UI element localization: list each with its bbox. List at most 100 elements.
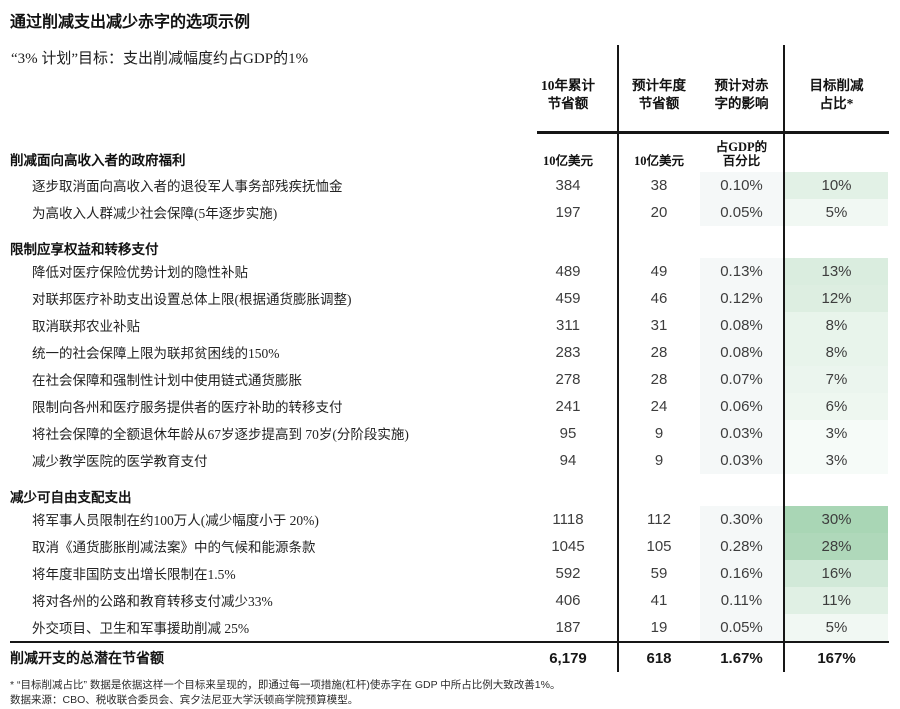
row-label: 外交项目、卫生和军事援助削减 25%	[32, 621, 250, 636]
cell-target-share: 12%	[785, 284, 888, 312]
row-label: 将对各州的公路和教育转移支付减少33%	[32, 594, 273, 609]
cell-10yr-savings: 384	[555, 176, 581, 194]
unit-label-2: 10亿美元	[633, 154, 684, 169]
unit-label-1: 10亿美元	[542, 154, 593, 169]
cell-10yr-savings: 94	[559, 451, 577, 469]
table-row: 将军事人员限制在约100万人(减少幅度小于 20%) 1118 112 0.30% 30…	[10, 505, 888, 533]
total-rule	[10, 640, 889, 643]
cell-10yr-savings: 95	[559, 424, 577, 442]
cell-10yr-savings: 197	[555, 203, 581, 221]
section-header-label: 减少可自由支配支出	[10, 489, 132, 505]
cell-target-share: 5%	[785, 198, 888, 226]
table-row: 在社会保障和强制性计划中使用链式通货膨胀 278 28 0.07% 7%	[10, 365, 888, 393]
row-label: 将军事人员限制在约100万人(减少幅度小于 20%)	[32, 513, 319, 528]
cell-target-share: 7%	[785, 365, 888, 393]
table-row: 将年度非国防支出增长限制在1.5% 592 59 0.16% 16%	[10, 559, 888, 587]
table-row: 将社会保障的全额退休年龄从67岁逐步提高到 70岁(分阶段实施) 95 9 0.03%…	[10, 419, 888, 447]
cell-deficit-impact: 0.08%	[700, 338, 783, 366]
cell-annual-savings: 28	[650, 343, 668, 361]
table-row: 取消联邦农业补贴 311 31 0.08% 8%	[10, 311, 888, 339]
cell-10yr-savings: 1118	[552, 510, 584, 528]
cell-10yr-savings: 6,179	[549, 649, 587, 667]
cell-10yr-savings: 241	[555, 397, 581, 415]
row-label: 在社会保障和强制性计划中使用链式通货膨胀	[32, 373, 302, 388]
cell-deficit-impact: 0.05%	[700, 198, 783, 226]
cell-target-share: 3%	[785, 419, 888, 447]
cell-target-share: 8%	[785, 338, 888, 366]
header-spacer	[10, 62, 518, 128]
cell-annual-savings: 59	[650, 564, 668, 582]
cell-deficit-impact: 0.03%	[700, 446, 783, 474]
table-row: 逐步取消面向高收入者的退役军人事务部残疾抚恤金 384 38 0.10% 10%	[10, 171, 888, 199]
row-label: 逐步取消面向高收入者的退役军人事务部残疾抚恤金	[32, 179, 343, 194]
cell-annual-savings: 20	[650, 203, 668, 221]
cell-10yr-savings: 592	[555, 564, 581, 582]
column-header-4: 目标削减 占比*	[809, 77, 864, 111]
cell-annual-savings: 24	[650, 397, 668, 415]
table-row: 统一的社会保障上限为联邦贫困线的150% 283 28 0.08% 8%	[10, 338, 888, 366]
cell-deficit-impact: 1.67%	[720, 649, 763, 667]
cell-annual-savings: 9	[654, 424, 664, 442]
cell-10yr-savings: 489	[555, 262, 581, 280]
row-label: 限制向各州和医疗服务提供者的医疗补助的转移支付	[32, 400, 343, 415]
row-label: 对联邦医疗补助支出设置总体上限(根据通货膨胀调整)	[32, 292, 352, 307]
cell-annual-savings: 9	[654, 451, 664, 469]
section-header-label: 削减面向高收入者的政府福利	[10, 152, 186, 168]
cell-deficit-impact: 0.11%	[700, 586, 783, 614]
table-row: 降低对医疗保险优势计划的隐性补贴 489 49 0.13% 13%	[10, 257, 888, 285]
column-header-3: 预计对赤 字的影响	[714, 77, 769, 111]
cell-10yr-savings: 187	[555, 618, 581, 636]
cell-deficit-impact: 0.13%	[700, 257, 783, 285]
section-header-label: 限制应享权益和转移支付	[10, 241, 159, 257]
cell-deficit-impact: 0.30%	[700, 505, 783, 533]
table-row: 取消《通货膨胀削减法案》中的气候和能源条款 1045 105 0.28% 28%	[10, 532, 888, 560]
cell-target-share: 5%	[785, 613, 888, 641]
total-row: 削减开支的总潜在节省额 6,179 618 1.67% 167%	[10, 643, 888, 673]
cell-annual-savings: 105	[646, 537, 672, 555]
section-header-row: 减少可自由支配支出	[10, 486, 888, 506]
row-label: 取消联邦农业补贴	[32, 319, 140, 334]
cell-annual-savings: 38	[650, 176, 668, 194]
column-header-1: 10年累计 节省额	[541, 77, 595, 111]
table-row: 为高收入人群减少社会保障(5年逐步实施) 197 20 0.05% 5%	[10, 198, 888, 226]
page-subtitle: “3% 计划”目标：支出削减幅度约占GDP的1%	[11, 51, 309, 67]
cell-10yr-savings: 311	[556, 316, 580, 334]
row-label: 减少教学医院的医学教育支付	[32, 454, 208, 469]
cell-annual-savings: 46	[650, 289, 668, 307]
cell-target-share: 28%	[785, 532, 888, 560]
table-row: 将对各州的公路和教育转移支付减少33% 406 41 0.11% 11%	[10, 586, 888, 614]
cell-annual-savings: 19	[650, 618, 668, 636]
footnote-target-definition: * “目标削减占比” 数据是依据这样一个目标来呈现的，即通过每一项措施(杠杆)使…	[10, 679, 561, 691]
cell-10yr-savings: 278	[555, 370, 581, 388]
cell-deficit-impact: 0.06%	[700, 392, 783, 420]
row-label: 降低对医疗保险优势计划的隐性补贴	[32, 265, 248, 280]
cell-target-share: 11%	[785, 586, 888, 614]
footnote-data-source: 数据来源：CBO、税收联合委员会、宾夕法尼亚大学沃顿商学院预算模型。	[10, 693, 359, 706]
cell-10yr-savings: 406	[555, 591, 581, 609]
cell-deficit-impact: 0.07%	[700, 365, 783, 393]
cell-target-share: 16%	[785, 559, 888, 587]
cell-annual-savings: 618	[646, 649, 672, 667]
row-label: 取消《通货膨胀削减法案》中的气候和能源条款	[32, 540, 316, 555]
cell-annual-savings: 41	[650, 591, 668, 609]
footnotes: * “目标削减占比” 数据是依据这样一个目标来呈现的，即通过每一项措施(杠杆)使…	[10, 678, 890, 707]
cell-annual-savings: 112	[647, 510, 671, 528]
cell-target-share: 8%	[785, 311, 888, 339]
table-row: 限制向各州和医疗服务提供者的医疗补助的转移支付 241 24 0.06% 6%	[10, 392, 888, 420]
cell-annual-savings: 49	[650, 262, 668, 280]
vertical-divider-1	[617, 45, 619, 672]
cell-deficit-impact: 0.08%	[700, 311, 783, 339]
cell-target-share: 167%	[817, 649, 856, 667]
cell-deficit-impact: 0.12%	[700, 284, 783, 312]
cell-target-share: 10%	[785, 171, 888, 199]
vertical-divider-2	[783, 45, 785, 672]
row-label: 统一的社会保障上限为联邦贫困线的150%	[32, 346, 280, 361]
cell-deficit-impact: 0.10%	[700, 171, 783, 199]
cell-deficit-impact: 0.28%	[700, 532, 783, 560]
section-header-row: 限制应享权益和转移支付	[10, 238, 888, 258]
cell-10yr-savings: 459	[555, 289, 581, 307]
column-headers: 10年累计 节省额 预计年度 节省额 预计对赤 字的影响 目标削减 占比*	[10, 62, 888, 128]
total-label: 削减开支的总潜在节省额	[10, 652, 164, 667]
cell-deficit-impact: 0.03%	[700, 419, 783, 447]
